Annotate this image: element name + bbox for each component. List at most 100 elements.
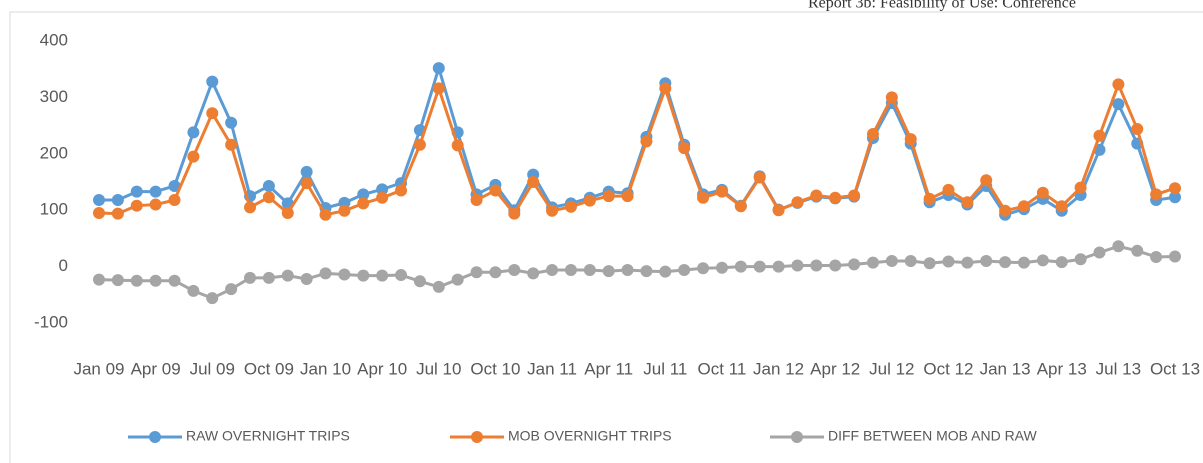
series-marker <box>1169 191 1181 204</box>
series-marker <box>225 116 238 129</box>
series-marker <box>885 254 898 267</box>
x-tick-label: Oct 11 <box>698 359 747 378</box>
series-marker <box>432 280 445 293</box>
series-marker <box>432 82 445 95</box>
series-marker <box>319 267 332 280</box>
legend-marker <box>791 431 803 443</box>
y-tick-label: 300 <box>40 87 68 106</box>
series-marker <box>602 265 615 278</box>
series-marker <box>1093 246 1106 259</box>
series-marker <box>772 204 785 217</box>
series-marker <box>93 273 105 286</box>
series-marker <box>791 196 804 209</box>
series-marker <box>659 265 672 278</box>
series-marker <box>1017 200 1030 213</box>
series-marker <box>866 128 879 141</box>
series-marker <box>168 274 181 287</box>
x-tick-label: Apr 09 <box>131 359 181 378</box>
series-marker <box>546 263 559 276</box>
series-marker <box>357 197 370 210</box>
y-tick-label: 0 <box>59 256 68 275</box>
series-marker <box>810 259 823 272</box>
series-marker <box>130 185 143 198</box>
series-marker <box>206 75 219 88</box>
series-marker <box>262 179 275 192</box>
y-tick-label: 400 <box>40 30 68 49</box>
series-marker <box>753 171 766 184</box>
series-marker <box>225 138 238 151</box>
series-marker <box>621 190 634 203</box>
series-marker <box>904 133 917 146</box>
series-marker <box>413 138 426 151</box>
series-marker <box>999 204 1012 217</box>
x-tick-label: Jan 09 <box>73 359 124 378</box>
series-marker <box>357 269 370 282</box>
series-marker <box>848 189 861 202</box>
series-marker <box>111 207 124 220</box>
series-marker <box>1131 244 1144 257</box>
series-marker <box>848 258 861 271</box>
series-marker <box>923 257 936 270</box>
series-marker <box>1112 240 1125 253</box>
series-marker <box>432 62 445 75</box>
y-tick-label: 100 <box>40 200 68 219</box>
series-marker <box>942 255 955 268</box>
series-marker <box>527 176 540 188</box>
series-marker <box>395 184 408 197</box>
series-marker <box>508 263 521 276</box>
series-marker <box>583 194 596 207</box>
series-marker <box>678 263 691 276</box>
series-marker <box>734 260 747 273</box>
legend-marker <box>471 431 483 443</box>
series-marker <box>451 139 464 152</box>
series-marker <box>829 259 842 272</box>
x-tick-label: Jan 12 <box>753 359 804 378</box>
series-marker <box>1112 98 1125 111</box>
series-marker <box>300 273 313 286</box>
series-marker <box>942 183 955 196</box>
x-tick-label: Oct 12 <box>923 359 973 378</box>
series-marker <box>244 271 257 284</box>
chart-border <box>9 11 1203 463</box>
series-marker <box>1169 250 1181 263</box>
x-tick-label: Oct 13 <box>1150 359 1200 378</box>
series-marker <box>753 260 766 273</box>
series-line <box>98 244 1176 300</box>
series-marker <box>980 254 993 267</box>
series-marker <box>1112 78 1125 91</box>
legend-label: DIFF BETWEEN MOB AND RAW <box>828 428 1037 444</box>
series-marker <box>602 190 615 203</box>
series-marker <box>281 269 294 282</box>
y-tick-label: -100 <box>34 312 68 331</box>
series-marker <box>300 165 313 178</box>
series-marker <box>489 266 502 279</box>
series-marker <box>206 292 219 305</box>
series-marker <box>168 179 181 192</box>
y-tick-label: 200 <box>40 143 68 162</box>
series-marker <box>829 191 842 204</box>
series-marker <box>583 263 596 276</box>
series-marker <box>697 262 710 275</box>
series-marker <box>564 263 577 276</box>
series-marker <box>640 265 653 278</box>
series-line <box>98 82 1176 217</box>
x-tick-label: Jan 13 <box>980 359 1031 378</box>
series-marker <box>734 200 747 213</box>
series-marker <box>451 273 464 286</box>
series-marker <box>961 196 974 209</box>
x-tick-label: Jul 12 <box>869 359 914 378</box>
series-marker <box>149 185 162 198</box>
x-tick-label: Apr 10 <box>357 359 407 378</box>
series-marker <box>111 194 124 207</box>
x-tick-label: Oct 09 <box>244 359 294 378</box>
series-marker <box>225 283 238 296</box>
series-marker <box>564 200 577 213</box>
series-marker <box>678 142 691 155</box>
series-marker <box>300 177 313 190</box>
series-marker <box>338 268 351 281</box>
x-tick-label: Jan 11 <box>527 359 577 378</box>
page-header: Report 3b: Feasibility of Use: Conferenc… <box>808 0 1076 12</box>
series-marker <box>659 82 672 95</box>
series-marker <box>319 208 332 221</box>
